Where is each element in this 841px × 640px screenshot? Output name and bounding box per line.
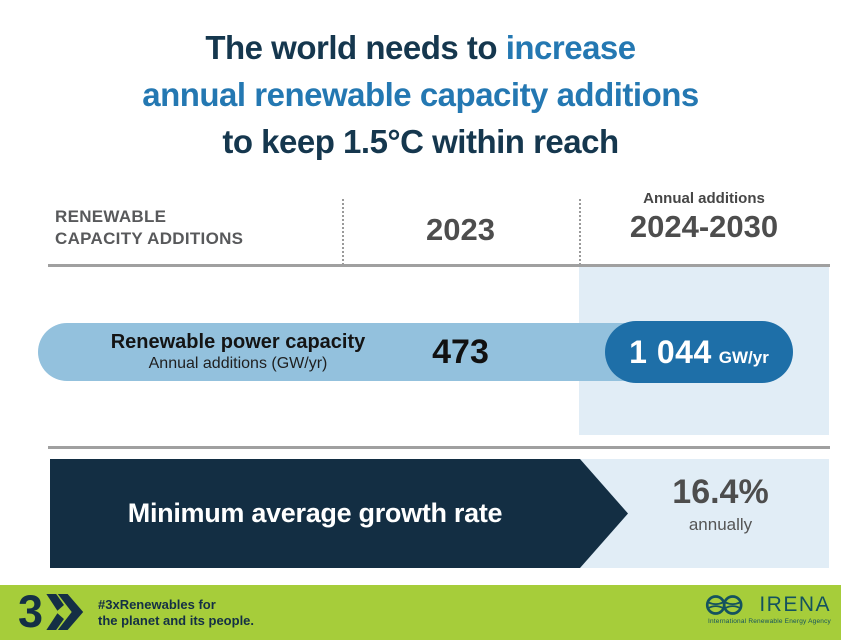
3x-logo-x-icon [46,594,84,630]
column-header-2023: 2023 [426,212,495,247]
growth-rate-value: 16.4% [672,473,769,511]
row-label: Renewable power capacity [110,331,366,353]
column-header-line2: CAPACITY ADDITIONS [55,229,244,248]
column-header-capacity-additions: RENEWABLE CAPACITY ADDITIONS [55,206,243,250]
irena-tagline: International Renewable Energy Agency [707,618,831,625]
3x-logo-three: 3 [18,586,44,637]
column-header-annual-additions: Annual additions [643,190,765,207]
growth-rate-banner: Minimum average growth rate [50,459,580,568]
irena-wordmark: IRENA [759,593,831,616]
irena-logo-row: IRENA [705,593,831,617]
hashtag-line2: the planet and its people. [98,613,255,628]
growth-rate-label: Minimum average growth rate [127,498,503,528]
table-row: Renewable power capacity Annual addition… [38,321,793,383]
header-rule [48,264,830,267]
3x-logo: 3 [18,586,87,637]
column-divider-right [579,199,581,265]
irena-globes-icon [706,595,743,615]
value-unit: GW/yr [718,348,769,367]
growth-rate-value-block: 16.4% annually [612,472,829,536]
footer-band: 3 #3xRenewables for the planet and its p… [0,585,841,640]
section-rule [48,446,830,449]
column-divider-left [342,199,344,265]
value-2023: 473 [432,332,489,371]
title-line1-blue: increase [505,29,636,66]
hashtag-text: #3xRenewables for the planet and its peo… [98,597,254,629]
row-sublabel: Annual additions (GW/yr) [148,355,328,372]
value-2024-2030: 1 044 [629,333,712,370]
title-line1-dark: The world needs to [205,29,506,66]
column-header-line1: RENEWABLE [55,207,167,226]
page-title: The world needs to increase annual renew… [0,24,841,165]
growth-rate-unit: annually [688,515,753,534]
column-header-2024-2030: Annual additions 2024-2030 [579,190,829,244]
value-2024-2030-pill: 1 044 GW/yr [605,321,793,383]
title-line2-blue: annual renewable capacity additions [142,76,699,113]
irena-logo: IRENA International Renewable Energy Age… [705,593,831,625]
row-label-block: Renewable power capacity Annual addition… [68,330,408,374]
hashtag-line1: #3xRenewables for [98,597,216,612]
title-line3-dark: to keep 1.5°C within reach [222,123,619,160]
column-header-years: 2024-2030 [629,209,779,244]
